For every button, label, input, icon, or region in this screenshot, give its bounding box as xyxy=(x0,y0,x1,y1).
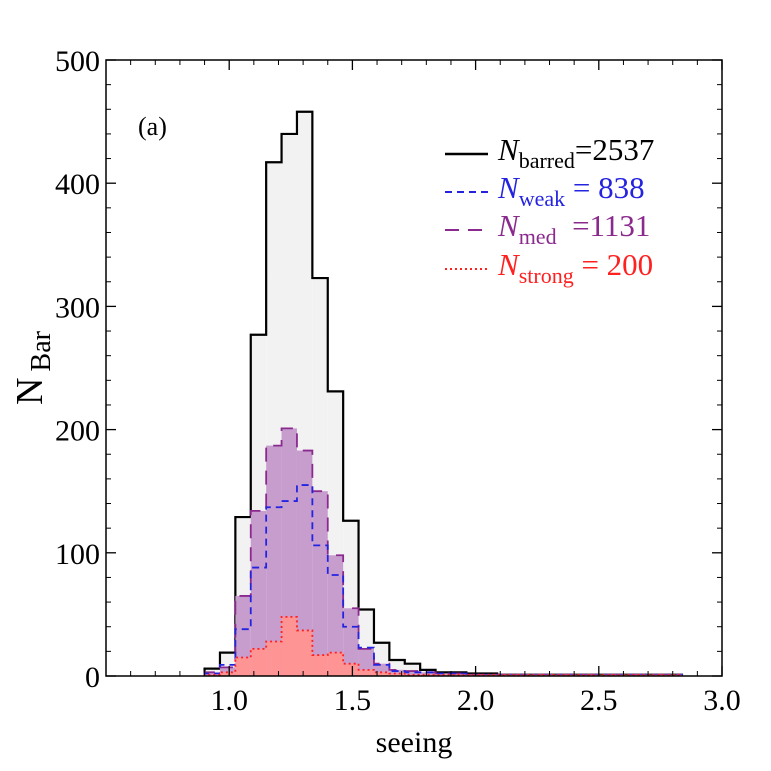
med-bar xyxy=(358,648,374,676)
strong-bar xyxy=(312,655,328,676)
x-tick-label: 2.0 xyxy=(457,684,495,717)
strong-bar xyxy=(266,641,282,676)
med-bar xyxy=(250,510,267,676)
legend-subscript: med xyxy=(519,224,557,249)
plot-frame xyxy=(105,59,723,677)
med-bar xyxy=(281,428,297,676)
x-tick-label: 1.5 xyxy=(334,684,372,717)
legend-value: =2537 xyxy=(575,132,654,167)
y-tick-label: 300 xyxy=(55,291,100,324)
legend-entry-barred: Nbarred=2537 xyxy=(497,132,654,173)
med-bar xyxy=(266,445,282,676)
med-bar xyxy=(235,595,251,676)
legend-subscript: barred xyxy=(519,148,575,173)
strong-bar xyxy=(389,673,405,676)
x-axis-label: seeing xyxy=(376,726,453,759)
strong-bar xyxy=(281,616,297,676)
med-bar xyxy=(312,491,328,676)
y-tick-label: 100 xyxy=(55,538,100,571)
strong-bar xyxy=(343,663,359,676)
med-bar xyxy=(204,672,220,676)
y-tick-label: 200 xyxy=(55,415,100,448)
strong-bar xyxy=(235,657,251,676)
x-tick-label: 3.0 xyxy=(703,684,741,717)
y-axis-label-main: N xyxy=(9,377,51,404)
x-tick-label: 2.5 xyxy=(580,684,618,717)
y-tick-label: 400 xyxy=(55,168,100,201)
panel-label: (a) xyxy=(138,112,167,141)
legend-subscript: weak xyxy=(519,186,565,211)
med-bar xyxy=(296,450,313,676)
legend-value: = 200 xyxy=(574,247,653,282)
y-axis-label-sub: Bar xyxy=(26,330,57,371)
legend-subscript: strong xyxy=(519,263,574,288)
y-tick-label: 0 xyxy=(85,661,100,694)
legend-symbol: N xyxy=(497,132,521,167)
legend-symbol: N xyxy=(497,208,521,243)
med-bar xyxy=(389,669,405,676)
y-tick-label: 500 xyxy=(55,45,100,78)
legend-entry-med: Nmed =1131 xyxy=(497,208,650,249)
strong-outline xyxy=(203,615,683,676)
legend-value: = 838 xyxy=(565,170,644,205)
legend-entry-strong: Nstrong = 200 xyxy=(497,247,653,288)
histogram-series xyxy=(203,110,684,677)
axis-tick-labels: 1.0 1.5 2.0 2.5 3.0 0 100 200 300 400 500 xyxy=(55,45,741,717)
med-bar xyxy=(327,555,344,676)
legend-symbol: N xyxy=(497,170,521,205)
strong-bar xyxy=(358,669,374,676)
y-axis-label: N Bar xyxy=(9,330,57,405)
med-bar xyxy=(343,608,359,676)
x-tick-label: 1.0 xyxy=(210,684,248,717)
strong-bar xyxy=(296,630,313,676)
legend-entry-weak: Nweak = 838 xyxy=(497,170,645,211)
strong-bar xyxy=(219,672,236,676)
med-bar xyxy=(404,671,421,676)
strong-bar xyxy=(250,648,267,676)
strong-bar xyxy=(327,652,344,676)
series-med xyxy=(203,427,683,676)
legend-value: =1131 xyxy=(557,208,651,243)
strong-bar xyxy=(373,672,390,676)
legend-symbol: N xyxy=(497,247,521,282)
axis-ticks xyxy=(106,59,723,677)
